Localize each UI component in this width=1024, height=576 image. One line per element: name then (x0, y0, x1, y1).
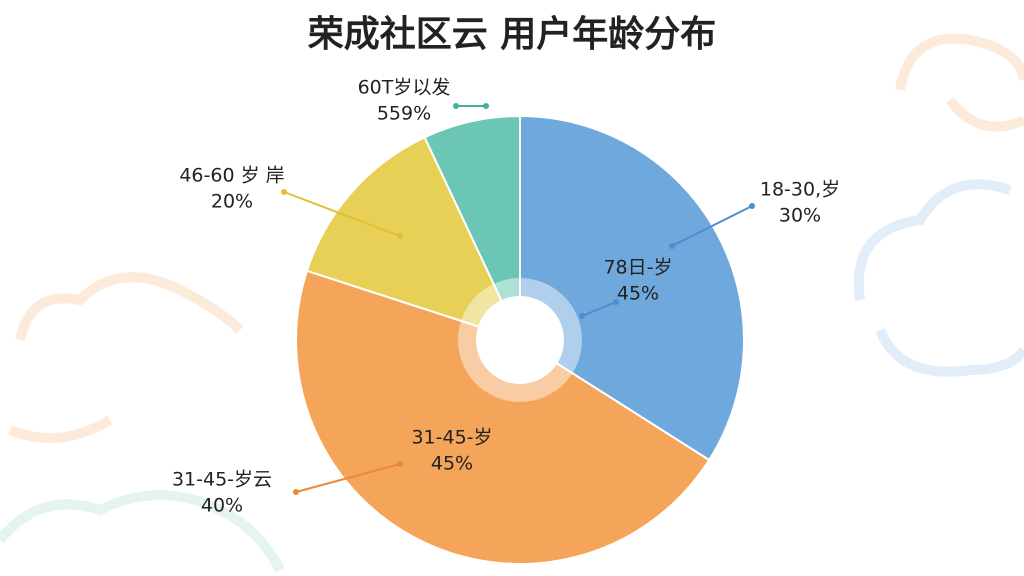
annotation-label: 18-30,岁 (760, 179, 840, 201)
arrow-head (613, 299, 619, 305)
arrow-head (397, 461, 403, 467)
annotation-label: 45% (431, 453, 473, 475)
arrow-head (397, 233, 403, 239)
arrow-head (293, 489, 299, 495)
pie-slice (305, 135, 522, 342)
pie-slice (423, 114, 521, 341)
annotation-arrow (671, 205, 753, 247)
annotation-label: 45% (617, 283, 659, 305)
annotation-label: 30% (779, 205, 821, 227)
arrow-head (281, 189, 287, 195)
annotation-label: 31-45-岁云 (172, 469, 272, 491)
annotation-label: 20% (211, 191, 253, 213)
annotation-arrow (283, 191, 401, 237)
pie-slice (519, 114, 745, 462)
annotation-label: 78日-岁 (603, 257, 672, 279)
background-clouds (0, 33, 1024, 573)
arrow-head (669, 243, 675, 249)
annotation-label: 60T岁以发 (358, 77, 451, 99)
annotation-arrow (295, 463, 401, 493)
donut-hole (476, 296, 564, 384)
chart-title: 荣成社区云 用户年龄分布 (308, 14, 717, 55)
annotation-label: 31-45-岁 (411, 427, 492, 449)
annotation-label: 46-60 岁 岸 (179, 165, 284, 187)
arrow-head (483, 103, 489, 109)
arrow-head (749, 203, 755, 209)
arrow-head (579, 313, 585, 319)
arrow-head (453, 103, 459, 109)
annotation-label: 559% (377, 103, 431, 125)
pie-slice (295, 269, 711, 565)
annotation-label: 40% (201, 495, 243, 517)
annotation-arrow (581, 301, 617, 317)
